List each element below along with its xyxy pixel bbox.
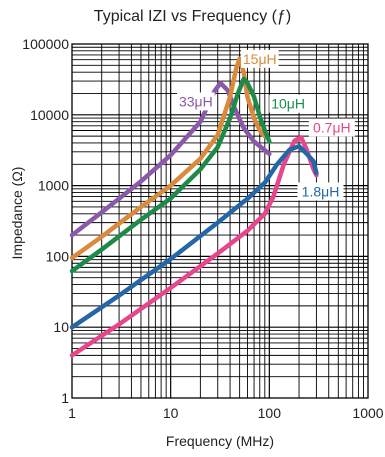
y-tick-label: 10000	[30, 107, 69, 123]
x-tick-label: 10	[163, 405, 179, 421]
series-line-4	[69, 143, 319, 330]
annotation-label-3: 0.7μH	[313, 120, 351, 136]
annotation-label-2: 10μH	[271, 96, 305, 112]
annotation-bg-3	[308, 118, 355, 137]
annotation-bg-4	[297, 182, 344, 201]
annotation-bg-0	[177, 92, 215, 111]
x-axis-label: Frequency (MHz)	[165, 433, 275, 449]
x-tick-label: 1	[68, 405, 76, 421]
annotation-bg-2	[269, 94, 307, 113]
plot-frame	[71, 43, 369, 399]
annotation-label-0: 33μH	[179, 93, 213, 109]
series-line-3	[69, 135, 319, 358]
series-line-2	[69, 76, 272, 274]
y-tick-label: 100000	[22, 36, 69, 52]
y-tick-label: 1	[61, 390, 69, 406]
chart-annotations: 33μH 15μH 10μH 0.7μH 1.8μH	[177, 49, 355, 201]
annotation-bg-1	[240, 49, 279, 68]
chart-series	[69, 56, 319, 358]
y-tick-label: 1000	[38, 178, 69, 194]
y-tick-label: 10	[53, 319, 69, 335]
series-line-1	[69, 56, 268, 261]
x-tick-label: 100	[258, 405, 282, 421]
annotation-label-1: 15μH	[243, 51, 277, 67]
x-tick-label: 1000	[352, 405, 383, 421]
chart-title: Typical IZI vs Frequency (ƒ)	[93, 8, 292, 25]
chart-ticks: 1 10 100 1000 1 10 100 1000 10000 100000	[22, 36, 383, 421]
series-line-0	[69, 80, 272, 238]
annotation-label-4: 1.8μH	[302, 183, 340, 199]
y-tick-label: 100	[46, 248, 70, 264]
